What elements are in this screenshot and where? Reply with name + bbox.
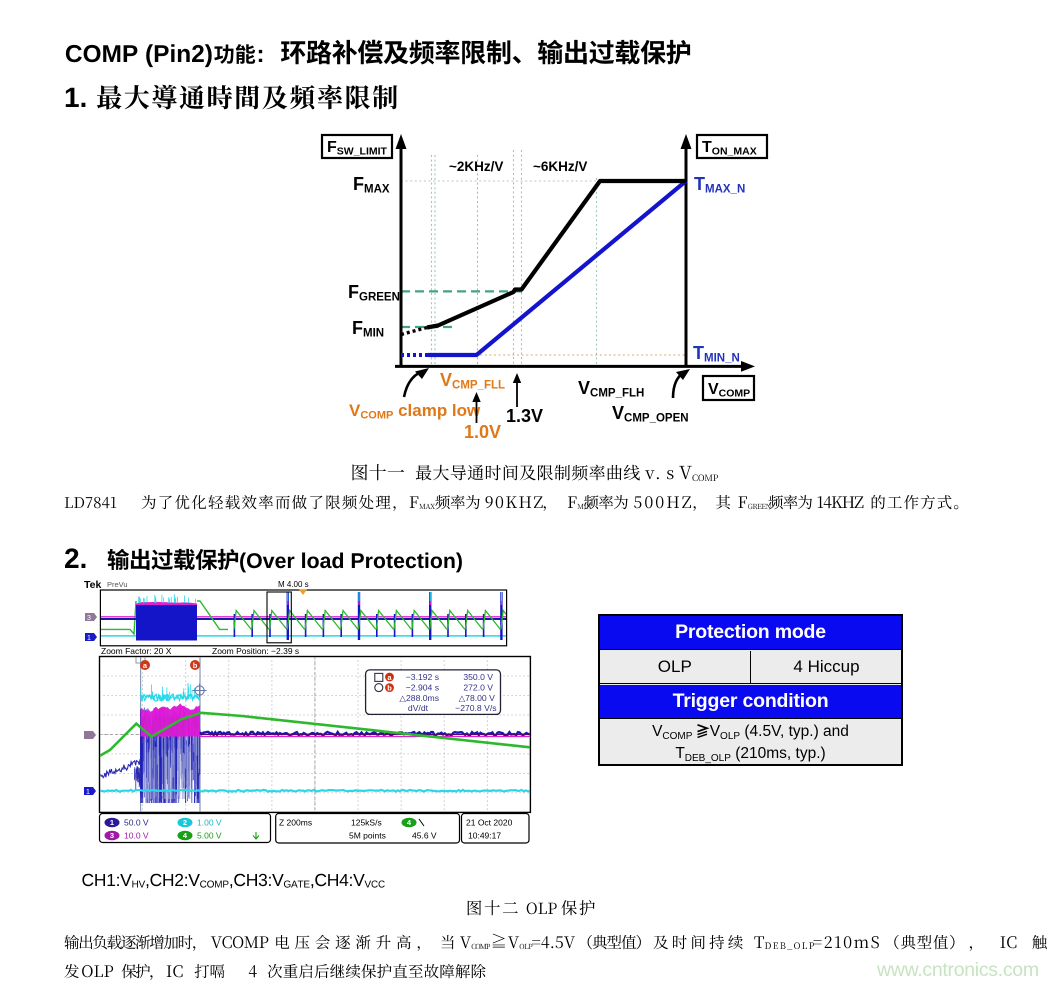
svg-text:PreVu: PreVu (107, 580, 128, 589)
svg-text:2: 2 (183, 818, 187, 827)
svg-text:VCMP_FLH: VCMP_FLH (578, 378, 644, 400)
svg-text:1.00 V: 1.00 V (197, 818, 222, 828)
svg-text:−270.8 V/s: −270.8 V/s (455, 703, 496, 713)
svg-text:−2.904 s: −2.904 s (406, 682, 439, 692)
svg-text:1: 1 (110, 818, 114, 827)
svg-text:3: 3 (110, 831, 114, 840)
svg-text:10.0 V: 10.0 V (124, 831, 149, 841)
svg-text:~6KHz/V: ~6KHz/V (533, 159, 587, 174)
svg-text:1: 1 (87, 635, 91, 642)
svg-text:350.0 V: 350.0 V (463, 672, 493, 682)
svg-text:a: a (387, 673, 392, 682)
svg-text:△288.0ms: △288.0ms (399, 693, 439, 703)
svg-text:Zoom Position: −2.39 s: Zoom Position: −2.39 s (212, 646, 299, 656)
svg-text:272.0 V: 272.0 V (463, 682, 493, 692)
svg-text:FGREEN: FGREEN (348, 282, 400, 304)
svg-text:b: b (193, 661, 198, 670)
svg-text:b: b (387, 684, 392, 693)
svg-text:10:49:17: 10:49:17 (468, 831, 501, 841)
svg-text:1.0V: 1.0V (464, 422, 501, 442)
svg-text:TMAX_N: TMAX_N (694, 174, 745, 196)
svg-text:Tek: Tek (84, 579, 101, 591)
svg-text:M 4.00 s: M 4.00 s (278, 580, 309, 589)
svg-text:VCOMP clamp low: VCOMP clamp low (349, 401, 481, 422)
svg-text:3: 3 (87, 615, 91, 622)
svg-text:50.0 V: 50.0 V (124, 818, 149, 828)
svg-text:21 Oct 2020: 21 Oct 2020 (466, 818, 513, 828)
svg-text:a: a (143, 661, 148, 670)
svg-text:Zoom Factor: 20 X: Zoom Factor: 20 X (101, 646, 172, 656)
svg-text:−3.192 s: −3.192 s (406, 672, 439, 682)
svg-text:△78.00 V: △78.00 V (459, 693, 496, 703)
svg-text:1.3V: 1.3V (506, 406, 543, 426)
svg-text:45.6 V: 45.6 V (412, 831, 437, 841)
svg-text:Z 200ms: Z 200ms (279, 818, 312, 828)
svg-text:TMIN_N: TMIN_N (693, 343, 740, 365)
svg-text:VCMP_OPEN: VCMP_OPEN (612, 403, 689, 425)
svg-text:FMIN: FMIN (352, 318, 384, 340)
svg-text:1: 1 (86, 789, 90, 796)
svg-text:FMAX: FMAX (353, 174, 390, 196)
svg-text:~2KHz/V: ~2KHz/V (449, 159, 503, 174)
svg-text:125kS/s: 125kS/s (351, 818, 382, 828)
svg-text:VCMP_FLL: VCMP_FLL (440, 370, 505, 392)
svg-text:dV/dt: dV/dt (408, 703, 429, 713)
svg-text:5M points: 5M points (349, 831, 386, 841)
svg-text:4: 4 (183, 831, 188, 840)
svg-text:5.00 V: 5.00 V (197, 831, 222, 841)
svg-text:4: 4 (407, 818, 412, 827)
